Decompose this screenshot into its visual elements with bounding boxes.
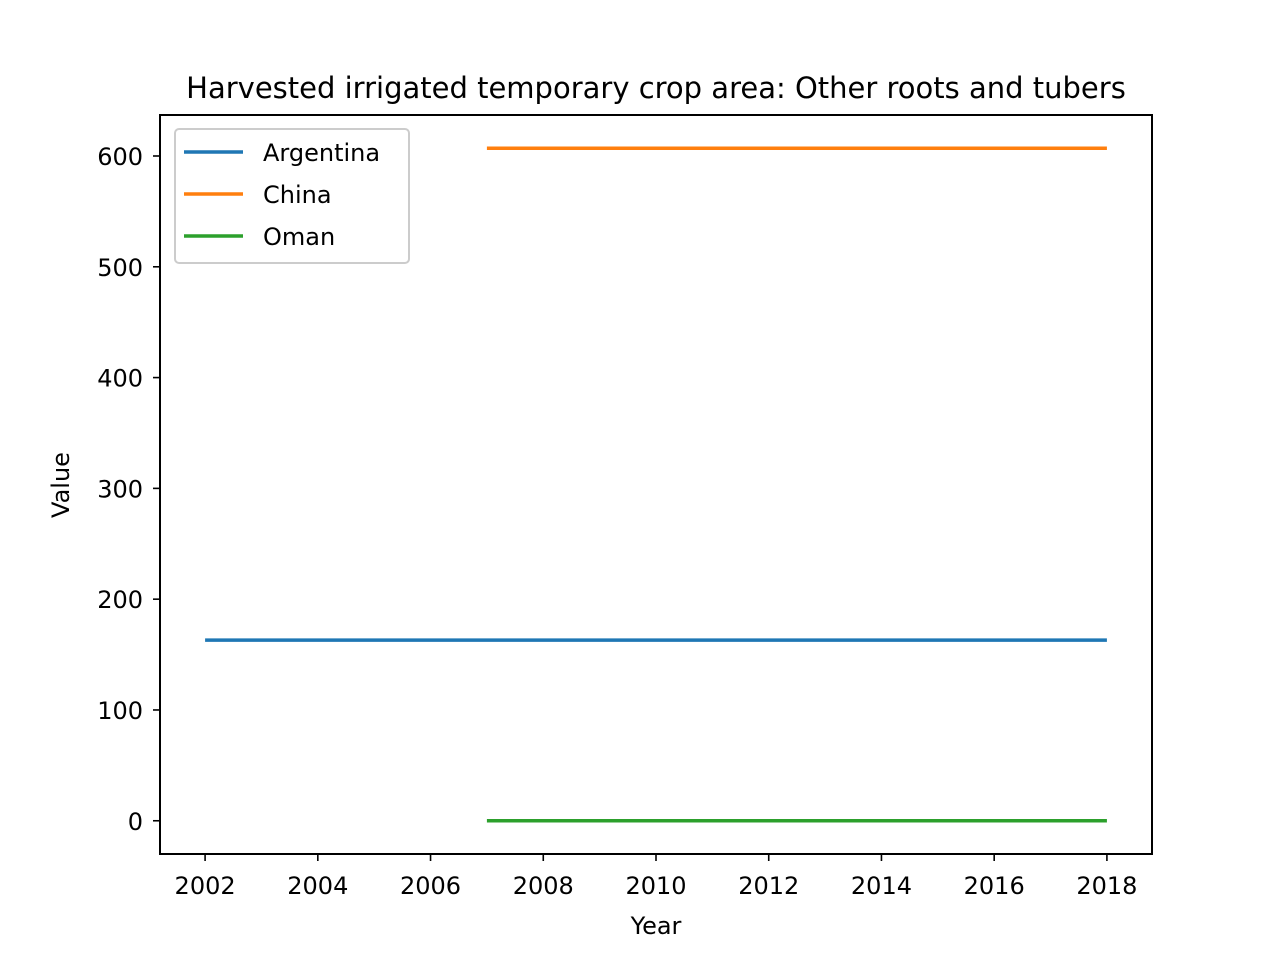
x-tick-label: 2006 [400,872,461,900]
x-tick-label: 2008 [513,872,574,900]
x-axis-title: Year [630,912,682,940]
y-tick-label: 500 [97,254,143,282]
legend-label-china: China [263,181,332,209]
y-tick-label: 100 [97,697,143,725]
y-tick-label: 0 [128,808,143,836]
legend-label-argentina: Argentina [263,139,380,167]
series-group [205,146,1107,823]
legend-box [174,128,410,264]
axis-ticks: 2002 2004 2006 2008 2010 2012 2014 2016 2018 0 100… [97,143,1137,900]
y-tick-label: 600 [97,143,143,171]
y-tick-label: 400 [97,365,143,393]
x-tick-label: 2016 [964,872,1025,900]
chart-title: Harvested irrigated temporary crop area:… [186,71,1126,105]
y-tick-label: 200 [97,586,143,614]
legend-label-oman: Oman [263,223,335,251]
x-tick-label: 2010 [625,872,686,900]
x-tick-label: 2004 [287,872,348,900]
y-tick-label: 300 [97,475,143,503]
legend: Argentina China Oman [174,128,410,264]
x-tick-label: 2012 [738,872,799,900]
x-tick-label: 2014 [851,872,912,900]
x-tick-label: 2002 [175,872,236,900]
y-axis-title: Value [47,452,75,518]
x-tick-label: 2018 [1076,872,1137,900]
